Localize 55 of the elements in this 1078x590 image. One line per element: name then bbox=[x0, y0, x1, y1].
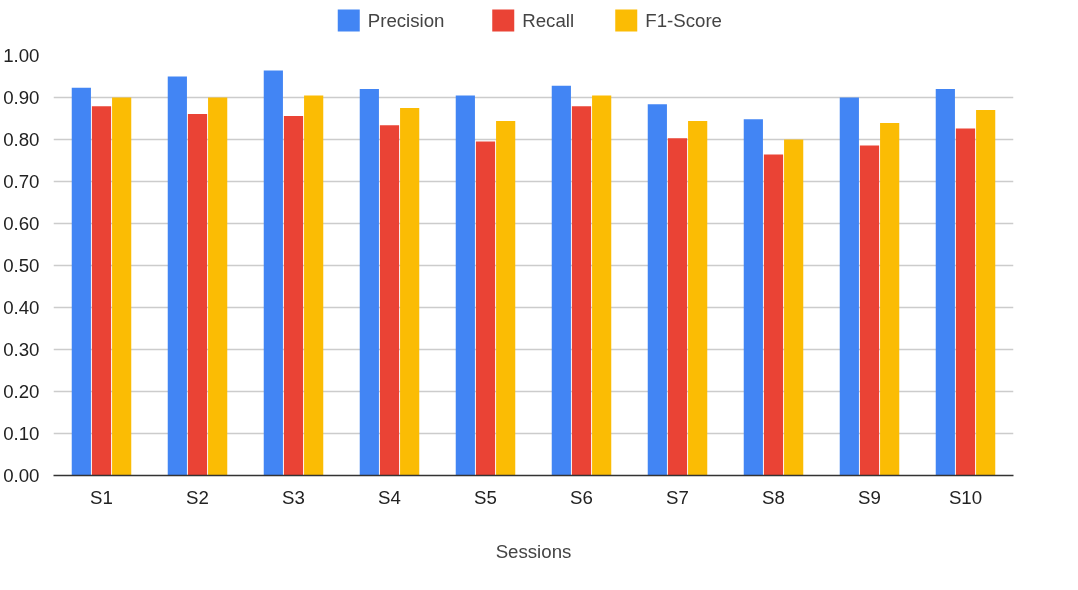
x-axis-title: Sessions bbox=[495, 540, 572, 562]
bar bbox=[283, 115, 304, 476]
bar bbox=[839, 97, 859, 476]
x-tick-label: S7 bbox=[666, 486, 689, 508]
bar bbox=[167, 76, 187, 476]
bar bbox=[859, 145, 880, 476]
y-tick-label: 0.20 bbox=[3, 381, 40, 402]
x-tick-label: S6 bbox=[570, 486, 593, 508]
x-tick-label: S9 bbox=[858, 486, 881, 508]
x-tick-label: S1 bbox=[90, 486, 113, 508]
bar bbox=[400, 108, 420, 476]
bar bbox=[304, 95, 324, 476]
x-tick-label: S4 bbox=[378, 486, 401, 508]
bar bbox=[976, 110, 996, 476]
legend-label: Precision bbox=[367, 10, 445, 31]
y-tick-label: 0.50 bbox=[3, 255, 40, 276]
bar bbox=[551, 85, 571, 476]
bar bbox=[455, 95, 475, 476]
bar bbox=[91, 106, 112, 476]
y-tick-label: 0.10 bbox=[3, 423, 40, 444]
x-tick-label: S2 bbox=[186, 486, 209, 508]
y-tick-label: 1.00 bbox=[3, 45, 40, 66]
bar bbox=[187, 113, 208, 476]
y-tick-label: 0.60 bbox=[3, 213, 40, 234]
legend-label: Recall bbox=[522, 10, 575, 31]
bar bbox=[359, 89, 379, 476]
bar bbox=[763, 154, 784, 476]
bar bbox=[880, 123, 900, 476]
bar bbox=[935, 89, 955, 476]
x-tick-label: S3 bbox=[282, 486, 305, 508]
y-tick-label: 0.00 bbox=[3, 465, 40, 486]
bar bbox=[379, 125, 400, 476]
bar bbox=[263, 70, 283, 476]
bar bbox=[496, 121, 516, 476]
bar bbox=[475, 141, 496, 476]
y-tick-label: 0.90 bbox=[3, 87, 40, 108]
bar bbox=[955, 128, 976, 476]
bar bbox=[647, 104, 667, 476]
y-tick-label: 0.80 bbox=[3, 129, 40, 150]
x-tick-label: S10 bbox=[948, 486, 983, 508]
x-tick-label: S5 bbox=[474, 486, 497, 508]
bar bbox=[592, 95, 612, 476]
y-tick-label: 0.70 bbox=[3, 171, 40, 192]
legend-label: F1-Score bbox=[645, 10, 722, 31]
y-tick-label: 0.40 bbox=[3, 297, 40, 318]
y-tick-label: 0.30 bbox=[3, 339, 40, 360]
bar bbox=[208, 97, 228, 476]
bar bbox=[112, 97, 132, 476]
bar bbox=[571, 106, 592, 476]
bar bbox=[667, 138, 688, 476]
bar bbox=[71, 87, 91, 476]
bar bbox=[743, 119, 763, 476]
bar bbox=[784, 139, 804, 476]
x-tick-label: S8 bbox=[762, 486, 785, 508]
bar bbox=[688, 121, 708, 476]
